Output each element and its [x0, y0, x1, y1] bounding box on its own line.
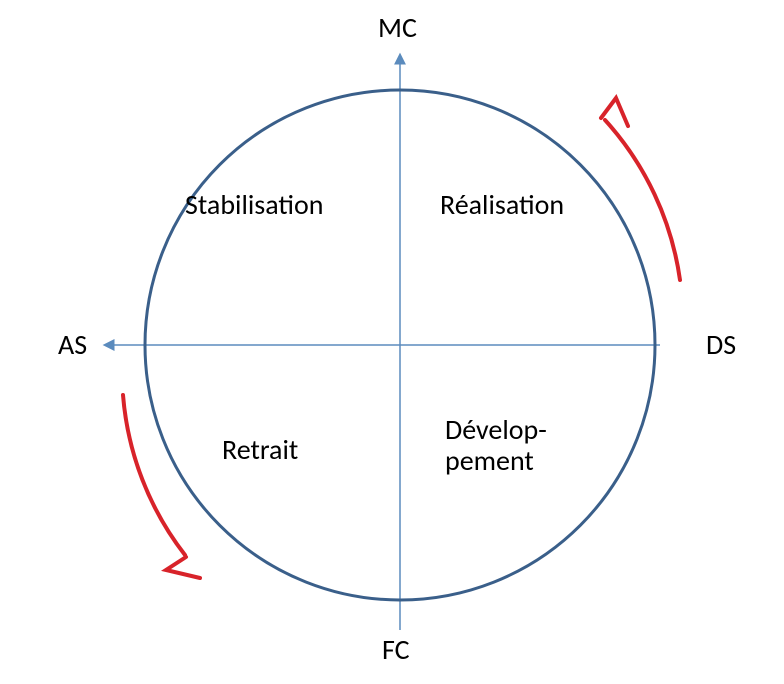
quadrant-bottom-left: Retrait [222, 435, 298, 466]
quadrant-top-left: Stabilisation [185, 190, 323, 221]
axis-label-left: AS [58, 327, 87, 362]
axis-label-bottom: FC [382, 632, 410, 667]
diagram-svg [0, 0, 784, 684]
axis-label-top: MC [378, 10, 417, 45]
quadrant-top-right: Réalisation [440, 190, 564, 221]
axis-label-right: DS [706, 327, 736, 362]
diagram-canvas: MC FC AS DS Stabilisation Réalisation Re… [0, 0, 784, 684]
quadrant-bottom-right: Dévelop- pement [445, 415, 547, 477]
